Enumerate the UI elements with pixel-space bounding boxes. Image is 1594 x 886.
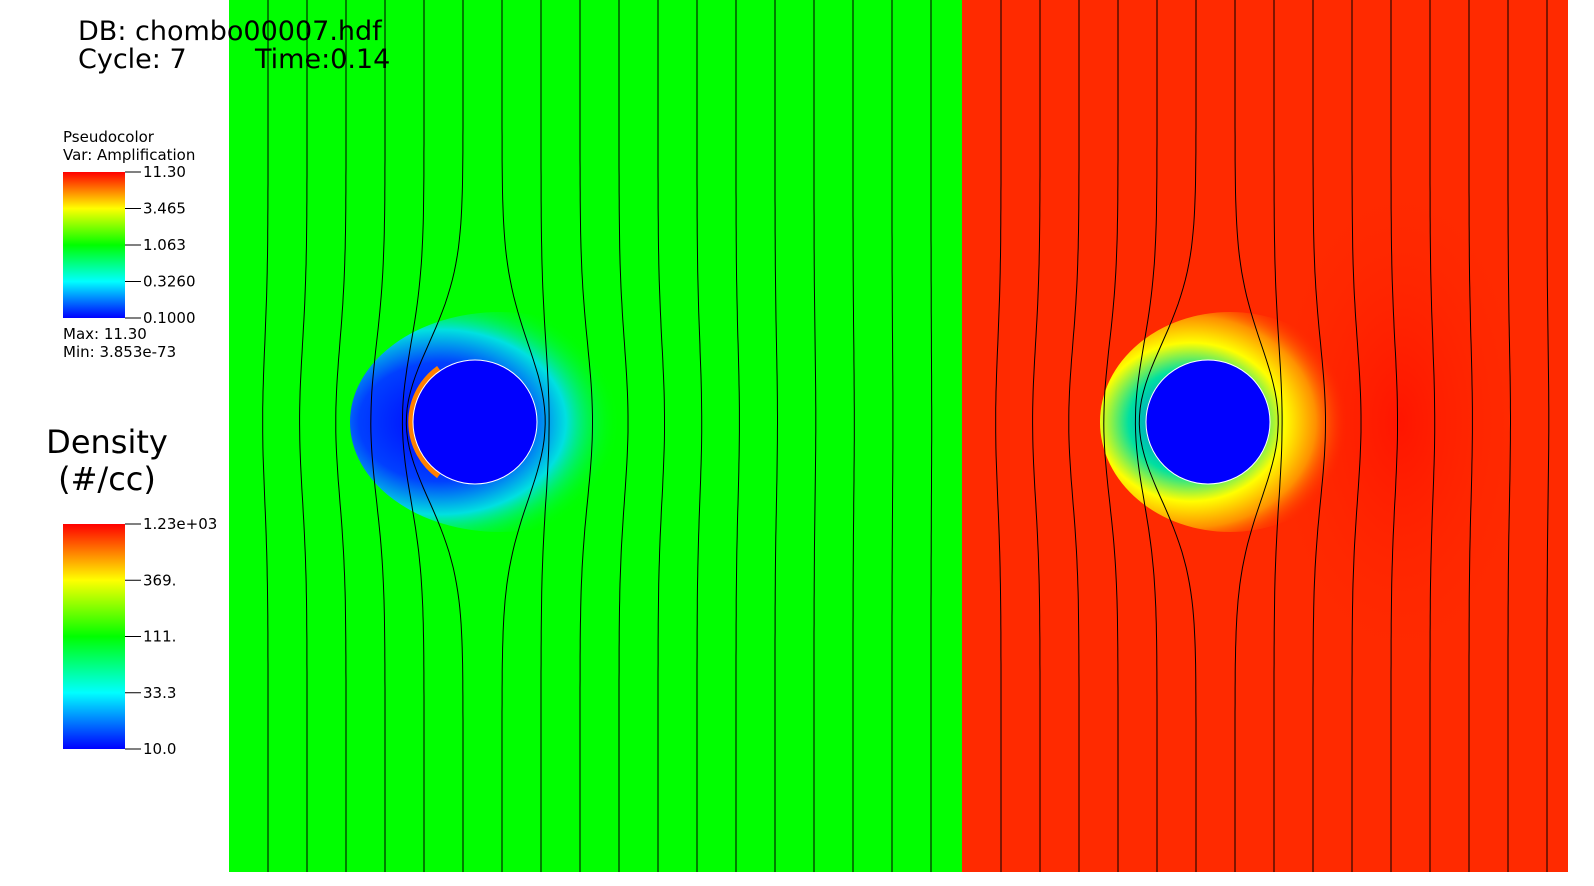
obstacle bbox=[1145, 359, 1271, 485]
streamline bbox=[696, 0, 703, 872]
streamline bbox=[1507, 0, 1511, 872]
legend-title: Density bbox=[46, 423, 168, 461]
streamline bbox=[1390, 0, 1398, 872]
streamline bbox=[1351, 0, 1362, 872]
streamline bbox=[501, 0, 546, 872]
streamline bbox=[1138, 0, 1197, 872]
streamline bbox=[262, 0, 269, 872]
streamline bbox=[1134, 0, 1158, 872]
tick-label: 0.1000 bbox=[143, 309, 196, 327]
tick-label: 1.23e+03 bbox=[143, 515, 217, 533]
tick-label: 111. bbox=[143, 628, 176, 646]
legend-max: Max: 11.30 bbox=[63, 325, 147, 343]
tick-label: 0.3260 bbox=[143, 273, 196, 291]
amplification-legend: Pseudocolor Var: Amplification 11.30 3.46… bbox=[63, 128, 196, 361]
streamline bbox=[657, 0, 665, 872]
tick-label: 11.30 bbox=[143, 163, 186, 181]
legend-units: (#/cc) bbox=[58, 460, 156, 498]
streamline bbox=[1468, 0, 1473, 872]
streamline bbox=[774, 0, 778, 872]
streamline bbox=[618, 0, 629, 872]
legend-plot: Pseudocolor bbox=[63, 128, 155, 146]
cycle-label: Cycle: 7 bbox=[78, 44, 187, 75]
tick-label: 33.3 bbox=[143, 684, 176, 702]
streamline bbox=[813, 0, 817, 872]
streamline bbox=[405, 0, 464, 872]
legend-min: Min: 3.853e-73 bbox=[63, 343, 176, 361]
streamline bbox=[1103, 0, 1119, 872]
streamline bbox=[1273, 0, 1283, 872]
streamline bbox=[540, 0, 550, 872]
tick-label: 369. bbox=[143, 571, 176, 589]
legend-var: Var: Amplification bbox=[63, 146, 195, 164]
streamline bbox=[299, 0, 308, 872]
time-label: Time:0.14 bbox=[254, 44, 390, 75]
streamline bbox=[1429, 0, 1436, 872]
streamline bbox=[852, 0, 855, 872]
color-bar bbox=[63, 524, 125, 749]
density-legend: Density (#/cc) 1.23e+03 369. 111. 33.3 10.0 bbox=[46, 423, 217, 758]
streamline bbox=[930, 0, 933, 872]
tick-label: 3.465 bbox=[143, 200, 186, 218]
streamline bbox=[579, 0, 593, 872]
streamline bbox=[735, 0, 740, 872]
streamline bbox=[1032, 0, 1041, 872]
streamlines bbox=[262, 0, 1550, 872]
tick-label: 1.063 bbox=[143, 236, 186, 254]
streamline bbox=[1546, 0, 1550, 872]
streamline bbox=[335, 0, 347, 872]
streamline bbox=[995, 0, 1002, 872]
db-label: DB: chombo00007.hdf bbox=[78, 16, 383, 47]
streamline bbox=[401, 0, 425, 872]
tick-label: 10.0 bbox=[143, 740, 176, 758]
streamline bbox=[1068, 0, 1080, 872]
streamline bbox=[891, 0, 894, 872]
streamline bbox=[1234, 0, 1279, 872]
color-bar bbox=[63, 172, 125, 318]
streamline bbox=[1312, 0, 1326, 872]
streamline bbox=[370, 0, 386, 872]
header: DB: chombo00007.hdf Cycle: 7 Time:0.14 bbox=[78, 16, 390, 75]
obstacle bbox=[412, 359, 538, 485]
